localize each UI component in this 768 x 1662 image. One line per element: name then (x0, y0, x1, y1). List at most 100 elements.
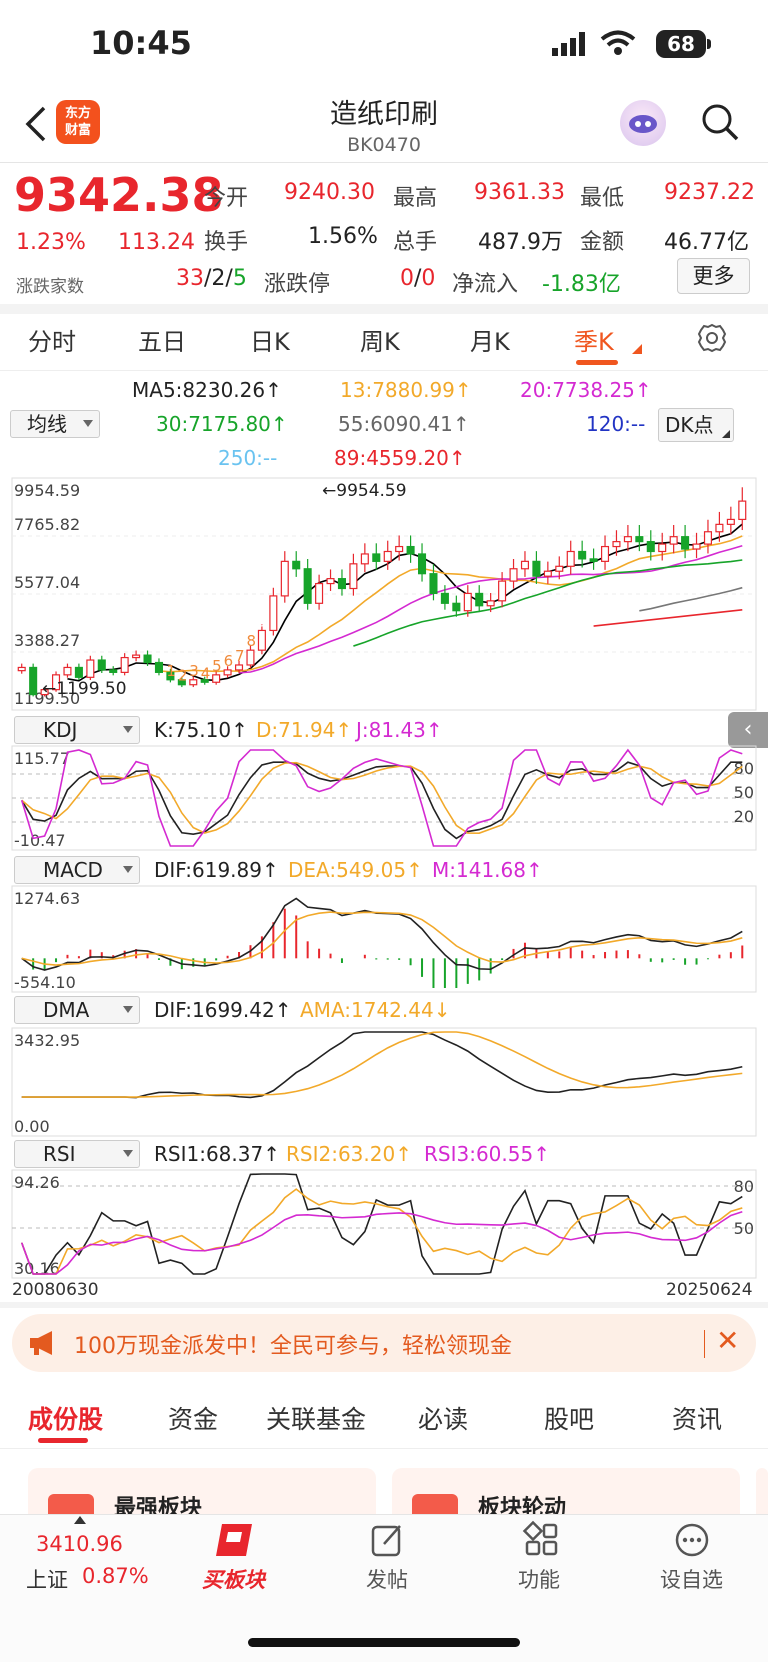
rsi-select[interactable]: RSI (14, 1140, 140, 1168)
ma20-label: 20:7738.25↑ (520, 378, 652, 402)
post-label[interactable]: 发帖 (366, 1568, 408, 1592)
candle-body (86, 659, 95, 678)
rsi1-label: RSI1:68.37↑ (154, 1142, 280, 1166)
dma-ama-line (21, 1031, 743, 1098)
kdj-chart[interactable]: 115.77 -10.47 80 50 20 (11, 745, 757, 851)
kdj-min-tick: -10.47 (14, 831, 66, 850)
candle-body (223, 669, 232, 676)
add-watchlist-label[interactable]: 设自选 (660, 1568, 723, 1592)
rsi-level-50: 50 (734, 1219, 754, 1238)
macd-select[interactable]: MACD (14, 856, 140, 884)
search-icon[interactable] (700, 102, 740, 142)
chevron-down-icon (123, 866, 133, 873)
ma20-line (238, 544, 743, 674)
tab-forum[interactable]: 股吧 (544, 1405, 595, 1434)
tab-intraday[interactable]: 分时 (28, 328, 76, 356)
candle-body (315, 582, 324, 604)
candle-body (189, 679, 198, 686)
chevron-down-icon (123, 726, 133, 733)
function-grid-icon[interactable] (522, 1520, 560, 1558)
low-label: 最低 (580, 186, 625, 211)
candle-body (109, 669, 118, 673)
volume-value: 487.9万 (478, 230, 563, 255)
kdj-j-label: J:81.43↑ (356, 718, 443, 742)
rsi-chart[interactable]: 94.26 30.16 80 50 (11, 1169, 757, 1279)
kdj-k-label: K:75.10↑ (154, 718, 248, 742)
kdj-lines (20, 748, 743, 847)
candle-body (429, 573, 438, 595)
ma13-line (158, 535, 743, 673)
promo-banner[interactable] (12, 1314, 756, 1372)
candle-body (543, 570, 552, 577)
candle-body (326, 578, 335, 585)
back-icon[interactable] (24, 104, 48, 144)
volume-label: 总手 (393, 230, 438, 255)
kdj-select[interactable]: KDJ (14, 716, 140, 744)
tab-quarterly-k[interactable]: 季K (574, 328, 614, 356)
breadth-down: 5 (232, 266, 247, 291)
tab-daily-k[interactable]: 日K (250, 328, 290, 356)
rsi-lines (20, 1173, 743, 1275)
collapse-panel-button[interactable]: ‹ (728, 712, 768, 748)
rsi1-line (20, 1173, 743, 1275)
index-value[interactable]: 3410.96 (36, 1532, 123, 1556)
megaphone-icon (30, 1331, 52, 1355)
high-label: 最高 (393, 186, 438, 211)
amount-value: 46.77亿 (664, 230, 749, 255)
tab-constituents[interactable]: 成份股 (28, 1405, 104, 1434)
rsi2-label: RSI2:63.20↑ (286, 1142, 412, 1166)
assistant-robot-icon[interactable] (620, 100, 666, 146)
candle-body (74, 666, 83, 678)
sequence-label: 1 (166, 662, 176, 680)
dk-dropdown-icon (722, 430, 730, 438)
dma-max-tick: 3432.95 (14, 1031, 80, 1050)
index-name[interactable]: 上证 (26, 1568, 68, 1592)
kdj-k-line (21, 761, 743, 840)
bottom-nav (0, 1514, 768, 1662)
next-card-peek (756, 1468, 768, 1528)
tab-weekly-k[interactable]: 周K (360, 328, 400, 356)
candle-body (143, 654, 152, 664)
ma-select[interactable]: 均线 (10, 410, 100, 438)
content-tab-underline (38, 1438, 88, 1443)
rsi-min-tick: 30.16 (14, 1259, 60, 1278)
breadth-values: 33/2/5 (176, 266, 247, 291)
candle-body (360, 553, 369, 565)
breadth-sep1: / (204, 266, 212, 291)
more-dots-icon[interactable] (674, 1522, 710, 1558)
kdj-select-label: KDJ (43, 718, 78, 742)
section-divider (0, 304, 768, 314)
post-icon[interactable] (370, 1522, 406, 1558)
battery-tip (707, 39, 711, 49)
macd-histogram (32, 908, 744, 988)
tab-funds[interactable]: 资金 (168, 1405, 219, 1434)
candle-body (669, 536, 678, 545)
tab-five-day[interactable]: 五日 (138, 328, 186, 356)
macd-dea-label: DEA:549.05↑ (288, 858, 423, 882)
macd-m-label: M:141.68↑ (432, 858, 543, 882)
amount-label: 金额 (580, 230, 625, 255)
promo-text[interactable]: 100万现金派发中！全民可参与，轻松领现金 (74, 1334, 512, 1359)
rsi-level-80: 80 (734, 1177, 754, 1196)
settings-icon[interactable] (696, 322, 728, 354)
promo-close-button[interactable]: ✕ (716, 1324, 740, 1357)
ma5-label: MA5:8230.26↑ (132, 378, 282, 402)
buy-sector-icon[interactable] (216, 1520, 260, 1560)
candle-body (166, 671, 175, 681)
k-line-chart[interactable]: 9954.59 7765.82 5577.04 3388.27 1199.50 … (11, 477, 757, 711)
function-label[interactable]: 功能 (518, 1568, 560, 1592)
macd-dea-line (21, 911, 743, 966)
tab-related-funds[interactable]: 关联基金 (266, 1405, 367, 1434)
tab-dropdown-icon[interactable] (632, 344, 642, 354)
index-change[interactable]: 0.87% (82, 1564, 149, 1588)
dma-chart[interactable]: 3432.95 0.00 (11, 1027, 757, 1137)
tab-monthly-k[interactable]: 月K (470, 328, 510, 356)
more-button[interactable]: 更多 (677, 258, 750, 294)
tab-news[interactable]: 资讯 (672, 1405, 723, 1434)
candle-body (406, 545, 415, 555)
buy-sector-label[interactable]: 买板块 (202, 1568, 265, 1592)
dma-select[interactable]: DMA (14, 996, 140, 1024)
dk-point-select[interactable]: DK点 (658, 408, 734, 442)
macd-chart[interactable]: 1274.63 -554.10 (11, 885, 757, 993)
tab-must-read[interactable]: 必读 (418, 1405, 469, 1434)
